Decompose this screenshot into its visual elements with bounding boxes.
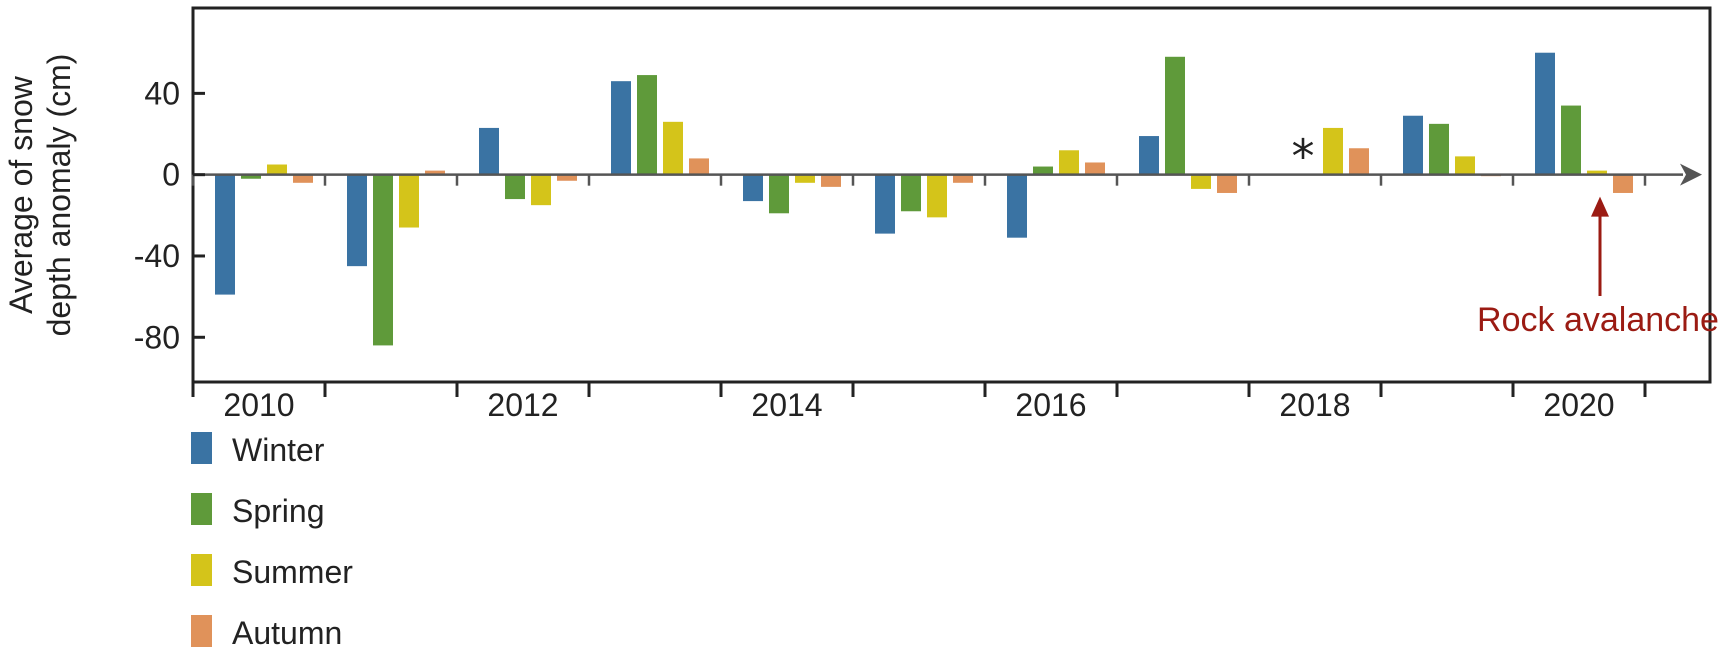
x-tick-label: 2016 <box>1015 387 1086 423</box>
y-axis-title: Average of snow depth anomaly (cm) <box>3 54 77 337</box>
legend: Winter Spring Summer Autumn <box>191 432 353 650</box>
bar-summer-2016 <box>1059 150 1079 175</box>
bar-autumn-2017 <box>1217 174 1237 193</box>
annotations: * Rock avalanche <box>1292 129 1719 339</box>
y-tick-label: 40 <box>144 75 180 111</box>
x-tick-label: 2012 <box>487 387 558 423</box>
bar-spring-2017 <box>1165 56 1185 175</box>
x-tick-label: 2020 <box>1543 387 1614 423</box>
bar-spring-2010 <box>241 174 261 179</box>
y-axis: 40 0 -40 -80 <box>134 75 205 355</box>
zero-line-arrowhead <box>1680 163 1702 186</box>
bar-spring-2012 <box>505 174 525 200</box>
bar-summer-2010 <box>267 164 287 175</box>
bar-spring-2014 <box>769 174 789 214</box>
bar-summer-2015 <box>927 174 947 218</box>
x-tick-label: 2018 <box>1279 387 1350 423</box>
bar-winter-2010 <box>215 174 235 295</box>
y-axis-title-line-2: depth anomaly (cm) <box>41 54 77 337</box>
asterisk-annotation: * <box>1292 129 1315 183</box>
legend-label-summer: Summer <box>232 554 353 590</box>
legend-label-spring: Spring <box>232 493 325 529</box>
bar-summer-2014 <box>795 174 815 183</box>
bar-summer-2013 <box>663 121 683 175</box>
legend-swatch-winter <box>191 432 212 464</box>
y-axis-title-line-1: Average of snow <box>3 75 39 314</box>
bar-winter-2020 <box>1535 52 1555 175</box>
bar-spring-2011 <box>373 174 393 346</box>
bar-spring-2015 <box>901 174 921 212</box>
bar-winter-2017 <box>1139 136 1159 175</box>
legend-swatch-autumn <box>191 615 212 647</box>
bar-winter-2019 <box>1403 115 1423 175</box>
bar-summer-2011 <box>399 174 419 228</box>
rock-avalanche-arrowhead <box>1591 196 1609 217</box>
legend-swatch-summer <box>191 554 212 586</box>
bar-autumn-2012 <box>557 174 577 181</box>
bar-summer-2012 <box>531 174 551 206</box>
rock-avalanche-label: Rock avalanche <box>1477 301 1719 339</box>
x-axis: 2010 2012 2014 2016 2018 2020 <box>191 382 1647 423</box>
bar-autumn-2010 <box>293 174 313 183</box>
bar-summer-2019 <box>1455 156 1475 175</box>
y-tick-label: 0 <box>162 157 180 193</box>
bar-spring-2019 <box>1429 123 1449 175</box>
bar-autumn-2018 <box>1349 148 1369 175</box>
bar-winter-2013 <box>611 81 631 175</box>
y-tick-label: -40 <box>134 238 180 274</box>
bar-spring-2020 <box>1561 105 1581 175</box>
legend-label-winter: Winter <box>232 432 325 468</box>
bar-spring-2013 <box>637 75 657 175</box>
bar-winter-2012 <box>479 127 499 175</box>
bar-winter-2016 <box>1007 174 1027 238</box>
bar-autumn-2015 <box>953 174 973 183</box>
bar-summer-2017 <box>1191 174 1211 189</box>
plot-frame <box>191 6 1712 384</box>
x-tick-label: 2014 <box>751 387 822 423</box>
bar-autumn-2013 <box>689 158 709 175</box>
legend-swatch-spring <box>191 493 212 525</box>
bars-group <box>215 52 1633 346</box>
bar-spring-2016 <box>1033 166 1053 175</box>
zero-axis <box>191 163 1702 186</box>
bar-summer-2020 <box>1587 170 1607 175</box>
bar-autumn-2014 <box>821 174 841 187</box>
y-tick-label: -80 <box>134 319 180 355</box>
bar-winter-2011 <box>347 174 367 267</box>
x-tick-label: 2010 <box>223 387 294 423</box>
bar-autumn-2011 <box>425 170 445 175</box>
bar-winter-2015 <box>875 174 895 234</box>
bar-winter-2014 <box>743 174 763 202</box>
bar-autumn-2020 <box>1613 174 1633 193</box>
bar-summer-2018 <box>1323 127 1343 175</box>
legend-label-autumn: Autumn <box>232 615 342 650</box>
bar-autumn-2016 <box>1085 162 1105 175</box>
